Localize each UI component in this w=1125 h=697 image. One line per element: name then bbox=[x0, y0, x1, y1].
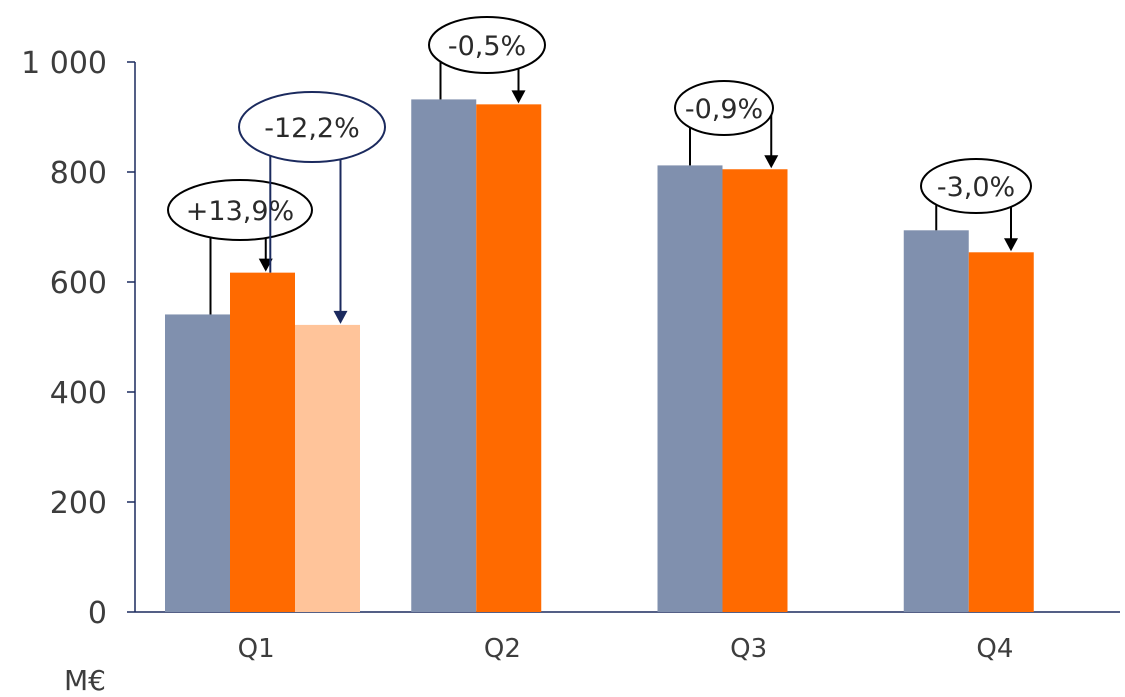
y-tick-label: 600 bbox=[50, 266, 107, 301]
x-tick-label: Q1 bbox=[238, 634, 275, 664]
bar bbox=[476, 104, 542, 612]
bar bbox=[165, 314, 230, 612]
callout-bubble bbox=[167, 179, 313, 241]
change-callout: -0,9% bbox=[674, 80, 779, 169]
y-tick-label: 1 000 bbox=[21, 46, 107, 81]
unit-label: M€ bbox=[64, 664, 106, 697]
callout-bubble bbox=[674, 80, 774, 136]
bar bbox=[411, 99, 477, 612]
arrowhead-icon bbox=[1004, 238, 1018, 252]
y-tick-label: 200 bbox=[50, 486, 107, 521]
y-tick-label: 800 bbox=[50, 156, 107, 191]
bar bbox=[230, 272, 295, 612]
change-callout: -12,2% bbox=[238, 91, 386, 324]
x-axis: Q1 Q2 Q3 Q4 bbox=[135, 611, 1120, 664]
change-callout: +13,9% bbox=[167, 179, 313, 315]
y-axis: 0 200 400 600 800 1 000 bbox=[21, 46, 136, 631]
callout-label: -0,9% bbox=[685, 94, 763, 125]
bar bbox=[903, 230, 969, 613]
change-callout: -0,5% bbox=[428, 16, 546, 104]
callout-label: -0,5% bbox=[448, 31, 526, 62]
arrowhead-icon bbox=[511, 90, 526, 104]
bar bbox=[722, 169, 788, 612]
bar bbox=[968, 252, 1034, 613]
callout-bubble bbox=[238, 91, 386, 163]
x-tick-label: Q4 bbox=[976, 634, 1013, 664]
bar bbox=[657, 165, 723, 612]
arrowhead-icon bbox=[764, 155, 779, 169]
callout-bubble bbox=[920, 158, 1032, 214]
callout-bubble bbox=[428, 16, 546, 74]
arrowhead-icon bbox=[258, 258, 273, 272]
x-tick-label: Q3 bbox=[730, 634, 767, 664]
arrowhead-icon bbox=[333, 310, 348, 324]
change-annotations: +13,9% -12,2% -0,5% -0,9% -3,0% bbox=[167, 16, 1032, 324]
y-tick-label: 400 bbox=[50, 376, 107, 411]
change-callout: -3,0% bbox=[920, 158, 1032, 252]
y-tick-label: 0 bbox=[88, 596, 107, 631]
callout-label: -12,2% bbox=[264, 113, 360, 144]
callout-label: -3,0% bbox=[937, 172, 1015, 203]
bar bbox=[295, 324, 360, 612]
bars bbox=[165, 99, 1034, 613]
x-tick-label: Q2 bbox=[484, 634, 521, 664]
callout-label: +13,9% bbox=[186, 196, 294, 227]
